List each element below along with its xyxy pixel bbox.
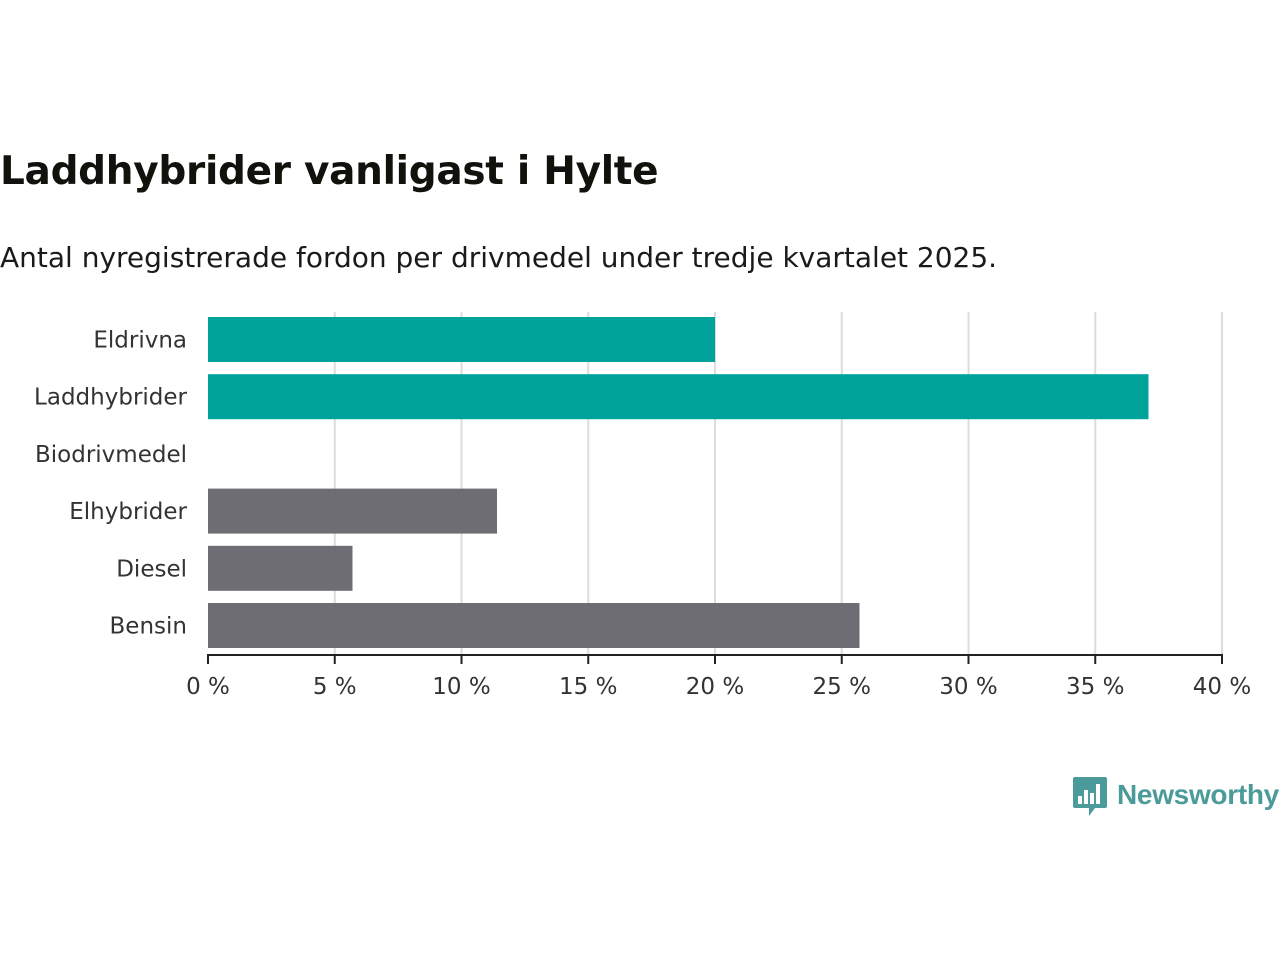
chart-category-labels: Eldrivna Laddhybrider Biodrivmedel Elhybrid… [34,328,187,640]
category-label: Bensin [110,614,187,640]
x-tick-label: 15 % [559,674,617,700]
category-label: Eldrivna [93,328,187,354]
newsworthy-logo-text: Newsworthy [1117,778,1279,810]
chart-subtitle: Antal nyregistrerade fordon per drivmede… [0,241,998,274]
x-tick-label: 5 % [313,674,357,700]
chart-x-axis: 0 % 5 % 10 % 15 % 20 % 25 % 30 % 35 % 40 % [186,654,1251,700]
bar-diesel [208,545,353,591]
x-tick-label: 20 % [686,674,744,700]
x-tick-label: 40 % [1193,674,1251,700]
newsworthy-logo-icon [1073,777,1107,816]
x-tick-label: 30 % [939,674,997,700]
x-tick-label: 35 % [1066,674,1124,700]
bar-eldrivna [208,317,715,362]
bar-laddhybrider [208,374,1149,420]
category-label: Diesel [116,556,187,582]
category-label: Biodrivmedel [35,442,187,468]
chart-bars [208,317,1149,648]
newsworthy-logo: Newsworthy [1072,776,1279,818]
category-label: Laddhybrider [34,385,187,411]
x-tick-label: 25 % [813,674,871,700]
x-tick-label: 10 % [432,674,490,700]
x-tick-label: 0 % [186,674,230,700]
category-label: Elhybrider [69,499,187,525]
bar-chart: Eldrivna Laddhybrider Biodrivmedel Elhybrid… [34,312,1251,700]
chart-title: Laddhybrider vanligast i Hylte [0,149,659,194]
bar-elhybrider [208,488,497,534]
bar-bensin [208,603,860,648]
chart-gridlines [333,312,1223,655]
